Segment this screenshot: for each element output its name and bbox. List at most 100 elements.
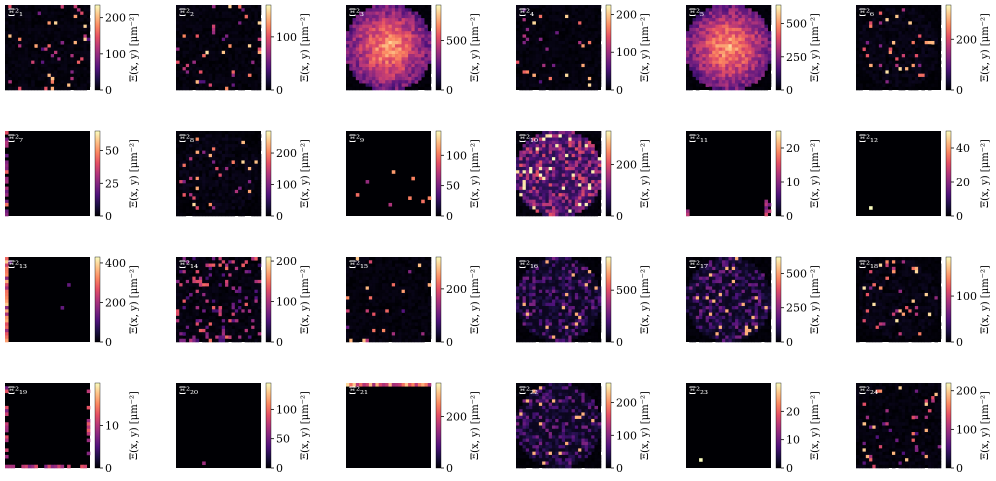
heatmap-cell [192, 73, 196, 78]
heatmap-cell [735, 44, 739, 48]
heatmap-cell [195, 63, 200, 68]
heatmap-cell [355, 47, 360, 52]
heatmap-cell [362, 50, 366, 55]
heatmap-cell [185, 37, 190, 42]
heatmap-cell [388, 67, 393, 71]
heatmap-cell [548, 76, 553, 81]
heatmap-cell [76, 47, 81, 52]
heatmap-cell [728, 34, 733, 38]
heatmap-image [176, 131, 262, 217]
heatmap-cell [424, 76, 429, 81]
heatmap-cell [735, 11, 739, 16]
heatmap-cell [757, 67, 762, 71]
heatmap-cell [568, 166, 572, 171]
heatmap-cell [885, 73, 889, 78]
heatmap-cell [421, 199, 425, 204]
heatmap-cell [234, 70, 239, 74]
heatmap-cell [18, 63, 22, 68]
heatmap-cell [882, 8, 886, 12]
heatmap-cell [767, 37, 772, 42]
heatmap-cell [705, 67, 710, 71]
heatmap-cell [551, 196, 556, 200]
heatmap-cell [522, 40, 527, 45]
heatmap-cell [574, 73, 579, 78]
heatmap-cell [202, 57, 206, 61]
heatmap-cell [551, 206, 556, 210]
heatmap-cell [937, 73, 942, 78]
heatmap-cell [888, 40, 893, 45]
heatmap-cell [744, 83, 749, 88]
heatmap-cell [205, 8, 209, 12]
heatmap-cell [5, 83, 9, 88]
heatmap-cell [218, 212, 223, 217]
heatmap-cell [18, 47, 22, 52]
heatmap-cell [208, 11, 213, 16]
heatmap-cell [54, 14, 58, 19]
heatmap-cell [215, 44, 219, 48]
heatmap-cell [558, 150, 563, 155]
heatmap-cell [185, 67, 190, 71]
heatmap-cell [581, 140, 585, 145]
heatmap-cell [391, 8, 396, 12]
heatmap-cell [50, 5, 55, 9]
heatmap-cell [362, 24, 366, 29]
heatmap-cell [414, 44, 419, 48]
heatmap-cell [535, 131, 540, 135]
heatmap-cell [195, 8, 200, 12]
heatmap-cell [738, 5, 742, 9]
heatmap-cell [581, 63, 585, 68]
heatmap-cell [519, 170, 523, 174]
heatmap-cell [869, 57, 873, 61]
heatmap-cell [551, 170, 556, 174]
heatmap-cell [561, 18, 566, 22]
heatmap-cell [408, 14, 412, 19]
heatmap-cell [398, 63, 402, 68]
heatmap-cell [424, 27, 429, 32]
heatmap-cell [715, 11, 719, 16]
heatmap-cell [542, 186, 546, 191]
heatmap-cell [244, 37, 249, 42]
heatmap-cell [898, 47, 903, 52]
heatmap-cell [225, 86, 229, 91]
heatmap-cell [708, 37, 713, 42]
heatmap-cell [872, 86, 876, 91]
heatmap-cell [695, 14, 700, 19]
heatmap-cell [535, 47, 540, 52]
heatmap-cell [34, 73, 38, 78]
heatmap-cell [34, 63, 38, 68]
heatmap-cell [215, 140, 219, 145]
heatmap-cell [532, 60, 536, 65]
heatmap-cell [568, 209, 572, 214]
heatmap-cell [686, 11, 690, 16]
heatmap-cell [8, 86, 12, 91]
heatmap-cell [375, 80, 379, 84]
heatmap-cell [238, 180, 242, 184]
colorbar-tick-label: 0 [616, 84, 623, 97]
heatmap-cell [914, 63, 919, 68]
heatmap-cell [911, 11, 916, 16]
heatmap-cell [718, 63, 723, 68]
heatmap-cell [597, 170, 602, 174]
heatmap-cell [244, 76, 249, 81]
heatmap-cell [57, 67, 61, 71]
heatmap-cell [378, 57, 383, 61]
heatmap-cell [525, 67, 530, 71]
heatmap-cell [192, 134, 196, 138]
heatmap-cell [578, 166, 582, 171]
heatmap-cell [937, 67, 942, 71]
heatmap-cell [208, 157, 213, 161]
heatmap-cell [901, 54, 906, 58]
heatmap-cell [247, 14, 252, 19]
heatmap-cell [522, 11, 527, 16]
heatmap-cell [519, 27, 523, 32]
heatmap-cell [67, 67, 71, 71]
heatmap-cell [247, 166, 252, 171]
heatmap-cell [408, 76, 412, 81]
heatmap-cell [725, 60, 729, 65]
heatmap-cell [404, 60, 409, 65]
heatmap-cell [179, 140, 183, 145]
heatmap-cell [516, 157, 520, 161]
heatmap-cell [927, 24, 932, 29]
heatmap-cell [80, 63, 84, 68]
heatmap-cell [195, 170, 200, 174]
